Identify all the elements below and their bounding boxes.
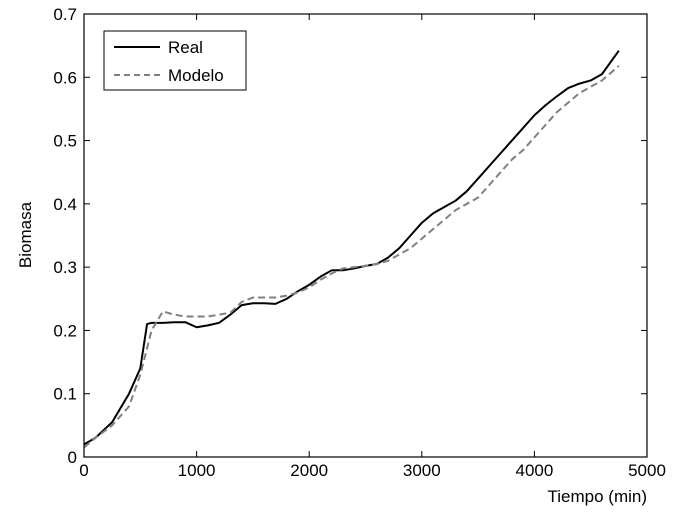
legend-label-real: Real: [168, 38, 203, 57]
x-axis-label: Tiempo (min): [548, 487, 648, 506]
x-tick-label: 1000: [178, 461, 216, 480]
y-axis-label: Biomasa: [16, 201, 35, 268]
plot-frame: [83, 13, 648, 458]
legend-box: [103, 30, 247, 91]
x-tick-label: 4000: [515, 461, 553, 480]
y-tick-label: 0.6: [53, 68, 77, 87]
legend-label-modelo: Modelo: [168, 66, 224, 85]
series-layer: [83, 50, 620, 449]
x-tick-label: 3000: [403, 461, 441, 480]
y-tick-label: 0.7: [53, 5, 77, 24]
y-tick-label: 0.5: [53, 132, 77, 151]
legend: Real Modelo: [103, 30, 247, 91]
x-tick-label: 0: [79, 461, 88, 480]
series-line-modelo: [83, 65, 620, 449]
x-tick-label: 2000: [290, 461, 328, 480]
tick-layer: 0 1000 2000 3000 4000 5000 0 0.1 0.2 0.3 0.4 0.5 0.6…: [53, 5, 666, 480]
series-line-real: [83, 50, 620, 446]
x-tick-label: 5000: [628, 461, 666, 480]
y-tick-label: 0.4: [53, 195, 77, 214]
y-tick-label: 0.3: [53, 258, 77, 277]
y-tick-label: 0: [68, 448, 77, 467]
y-tick-label: 0.1: [53, 385, 77, 404]
y-tick-label: 0.2: [53, 321, 77, 340]
